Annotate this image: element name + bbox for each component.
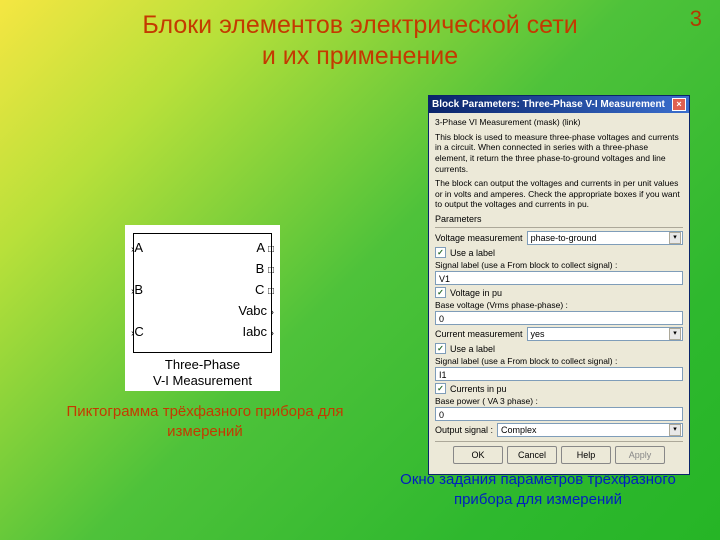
- currents-pu-text: Currents in pu: [450, 384, 507, 394]
- cancel-button[interactable]: Cancel: [507, 446, 557, 464]
- voltage-measurement-label: Voltage measurement: [435, 233, 523, 243]
- title-line2: и их применение: [262, 42, 458, 70]
- pictogram-label: Three-Phase V-I Measurement: [130, 357, 275, 388]
- signal-label-i-input[interactable]: I1: [435, 367, 683, 381]
- port-left-b: ›B: [131, 282, 143, 297]
- port-left-a: ›A: [131, 240, 143, 255]
- pictogram-block: ›A ›B ›C A □ B □ C □ Vabc › Iabc › Three…: [125, 225, 280, 391]
- pictogram-box: ›A ›B ›C A □ B □ C □ Vabc › Iabc ›: [133, 233, 272, 353]
- port-right-a: A □: [256, 240, 274, 255]
- output-signal-dropdown[interactable]: Complex ▾: [497, 423, 683, 437]
- divider: [435, 227, 683, 228]
- use-label-voltage-text: Use a label: [450, 248, 495, 258]
- dialog-subtitle: 3-Phase VI Measurement (mask) (link): [435, 117, 683, 128]
- port-right-vabc: Vabc ›: [238, 303, 274, 318]
- port-right-b: B □: [256, 261, 274, 276]
- dialog-desc2: The block can output the voltages and cu…: [435, 178, 683, 210]
- dialog-title: Block Parameters: Three-Phase V-I Measur…: [432, 99, 665, 110]
- slide-title: Блоки элементов электрической сети и их …: [0, 0, 720, 73]
- port-right-iabc: Iabc ›: [242, 324, 274, 339]
- base-power-label: Base power ( VA 3 phase) :: [435, 396, 683, 406]
- signal-label-v: Signal label (use a From block to collec…: [435, 260, 683, 270]
- apply-button[interactable]: Apply: [615, 446, 665, 464]
- caption-pictogram: Пиктограмма трёхфазного прибора для изме…: [60, 402, 350, 441]
- chevron-down-icon[interactable]: ▾: [669, 424, 681, 436]
- chevron-down-icon[interactable]: ▾: [669, 232, 681, 244]
- block-parameters-dialog: Block Parameters: Three-Phase V-I Measur…: [428, 95, 690, 475]
- ok-button[interactable]: OK: [453, 446, 503, 464]
- base-power-input[interactable]: 0: [435, 407, 683, 421]
- currents-pu-checkbox[interactable]: ✓: [435, 383, 446, 394]
- port-left-c: ›C: [131, 324, 144, 339]
- current-measurement-label: Current measurement: [435, 329, 523, 339]
- signal-label-v-input[interactable]: V1: [435, 271, 683, 285]
- page-number: 3: [690, 6, 702, 32]
- use-label-current-text: Use a label: [450, 344, 495, 354]
- close-icon[interactable]: ×: [672, 98, 686, 111]
- dialog-titlebar: Block Parameters: Three-Phase V-I Measur…: [429, 96, 689, 113]
- dialog-desc1: This block is used to measure three-phas…: [435, 132, 683, 175]
- voltage-pu-text: Voltage in pu: [450, 288, 502, 298]
- port-right-c: C □: [255, 282, 274, 297]
- title-line1: Блоки элементов электрической сети: [142, 11, 577, 39]
- base-voltage-input[interactable]: 0: [435, 311, 683, 325]
- signal-label-i: Signal label (use a From block to collec…: [435, 356, 683, 366]
- use-label-current-checkbox[interactable]: ✓: [435, 343, 446, 354]
- base-voltage-label: Base voltage (Vrms phase-phase) :: [435, 300, 683, 310]
- parameters-heading: Parameters: [435, 214, 683, 224]
- current-measurement-dropdown[interactable]: yes ▾: [527, 327, 683, 341]
- voltage-pu-checkbox[interactable]: ✓: [435, 287, 446, 298]
- output-signal-label: Output signal :: [435, 425, 493, 435]
- chevron-down-icon[interactable]: ▾: [669, 328, 681, 340]
- caption-dialog: Окно задания параметров трёхфазного приб…: [378, 470, 698, 509]
- help-button[interactable]: Help: [561, 446, 611, 464]
- use-label-voltage-checkbox[interactable]: ✓: [435, 247, 446, 258]
- voltage-measurement-dropdown[interactable]: phase-to-ground ▾: [527, 231, 683, 245]
